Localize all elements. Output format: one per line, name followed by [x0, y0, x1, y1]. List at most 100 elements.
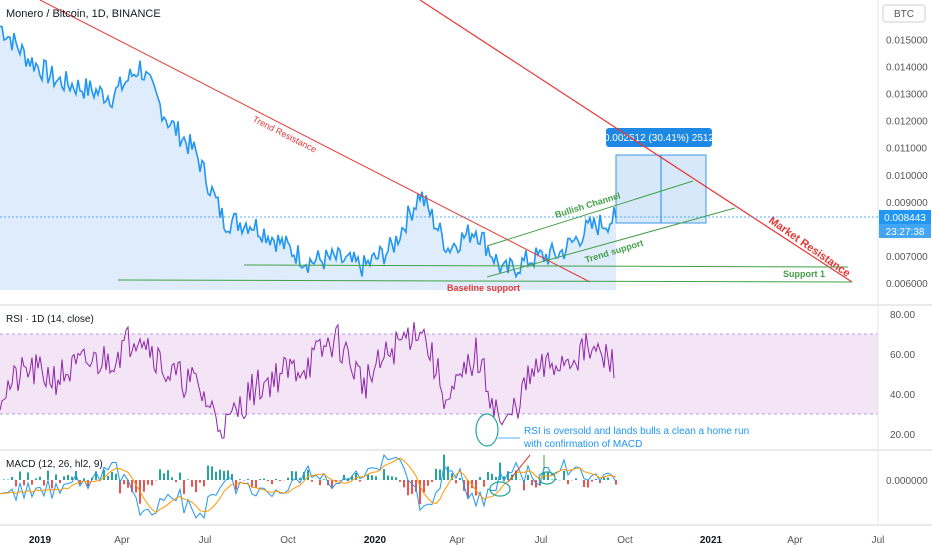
time-axis-tick-label: Apr — [114, 535, 130, 546]
macd-histogram-bar — [87, 480, 89, 487]
support-1-line[interactable] — [243, 264, 849, 268]
support-1-label: Support 1 — [783, 269, 825, 279]
time-axis-tick-label: 2019 — [29, 535, 52, 546]
macd-histogram-bar — [219, 469, 221, 480]
macd-histogram-bar — [467, 480, 469, 499]
macd-histogram-bar — [119, 480, 121, 494]
price-axis-tick-label: 0.009000 — [886, 198, 928, 209]
macd-histogram-bar — [507, 471, 509, 480]
macd-histogram-bar — [251, 480, 253, 487]
macd-histogram-bar — [107, 475, 109, 480]
macd-histogram-bar — [295, 471, 297, 480]
macd-histogram-bar — [503, 476, 505, 480]
countdown-label: 23:27:38 — [886, 227, 925, 238]
macd-histogram-bar — [291, 471, 293, 480]
rsi-axis-tick-label: 20.00 — [890, 430, 915, 441]
price-series-line[interactable] — [0, 25, 617, 279]
rsi-series-line[interactable] — [0, 321, 615, 439]
macd-histogram-bar — [355, 473, 357, 480]
price-axis: 0.015000 0.014000 0.013000 0.012000 0.011000… — [886, 36, 928, 291]
price-area-fill — [0, 26, 616, 290]
macd-histogram-bar — [263, 478, 265, 480]
macd-histogram-bar — [451, 473, 453, 480]
macd-histogram-bar — [199, 480, 201, 483]
bullish-channel-label: Bullish Channel — [554, 190, 622, 219]
macd-histogram-bar — [95, 471, 97, 480]
macd-histogram-bar — [207, 465, 209, 480]
macd-histogram-bar — [171, 477, 173, 480]
rsi-axis: 80.00 60.00 40.00 20.00 — [890, 310, 915, 441]
time-axis-tick-label: Oct — [280, 535, 296, 546]
trend-resistance-line[interactable] — [39, 0, 591, 283]
macd-histogram-bar — [27, 472, 29, 480]
macd-histogram-bar — [351, 475, 353, 480]
rsi-axis-tick-label: 60.00 — [890, 350, 915, 361]
macd-histogram-bar — [595, 478, 597, 480]
macd-histogram-bar — [403, 480, 405, 488]
macd-histogram-bar — [191, 480, 193, 487]
currency-badge[interactable] — [882, 4, 926, 23]
macd-histogram-bar — [455, 480, 457, 484]
macd-histogram-bar — [435, 468, 437, 480]
macd-histogram-bar — [55, 474, 57, 480]
macd-histogram-bar — [447, 466, 449, 480]
macd-red-pointer — [507, 454, 531, 483]
macd-histogram-bar — [147, 480, 149, 485]
macd-histogram-bar — [63, 476, 65, 480]
macd-histogram-bar — [399, 480, 401, 482]
macd-histogram-bar — [603, 477, 605, 480]
macd-histogram-bar — [159, 469, 161, 480]
rsi-oversold-circle[interactable] — [475, 413, 499, 447]
macd-histogram-bar — [615, 480, 617, 485]
macd-histogram-bar — [423, 480, 425, 493]
time-axis-tick-label: 2020 — [364, 535, 387, 546]
macd-histogram-bar — [391, 476, 393, 480]
macd-histogram-bar — [303, 472, 305, 480]
macd-histogram-bar — [347, 478, 349, 480]
macd-histogram-bar — [307, 469, 309, 480]
macd-line[interactable] — [0, 453, 617, 520]
macd-histogram-bar — [339, 480, 341, 481]
macd-histogram-bar — [383, 469, 385, 480]
macd-histogram-bar — [135, 480, 137, 493]
bullish-channel-upper-line[interactable] — [486, 180, 694, 247]
macd-histogram-bar — [479, 477, 481, 480]
rsi-annotation-line1: RSI is oversold and lands bulls a clean … — [524, 426, 749, 437]
macd-cross-circle-2[interactable] — [538, 471, 556, 485]
time-axis-tick-label: Apr — [787, 535, 803, 546]
macd-histogram-bar — [515, 470, 517, 480]
macd-histogram-bar — [483, 480, 485, 487]
macd-histogram-bar — [387, 475, 389, 480]
time-axis-tick-label: 2021 — [700, 535, 723, 546]
price-axis-tick-label: 0.014000 — [886, 63, 928, 74]
macd-histogram-bar — [19, 471, 21, 480]
macd-histogram-bar — [247, 478, 249, 480]
macd-histogram-bar — [127, 480, 129, 488]
market-resistance-line[interactable] — [419, 0, 853, 283]
chart-title: Monero / Bitcoin, 1D, BINANCE — [6, 8, 161, 20]
macd-histogram-bar — [431, 480, 433, 482]
macd-histogram-bar — [375, 476, 377, 480]
macd-histogram-bar — [407, 480, 409, 496]
rsi-annotation-line2: with confirmation of MACD — [523, 439, 642, 450]
baseline-support-line[interactable] — [117, 279, 853, 283]
macd-histogram-bar — [415, 480, 417, 492]
time-axis-tick-label: Oct — [617, 535, 633, 546]
macd-histogram-bar — [495, 476, 497, 480]
macd-histogram-bar — [71, 476, 73, 480]
macd-histogram-bar — [39, 476, 41, 480]
macd-histogram-bar — [35, 478, 37, 480]
price-axis-tick-label: 0.007000 — [886, 252, 928, 263]
macd-histogram-bar — [175, 480, 177, 483]
macd-histogram-bar — [115, 473, 117, 480]
baseline-support-label: Baseline support — [447, 283, 520, 293]
macd-histogram-bar — [187, 479, 189, 480]
macd-histogram-bar — [243, 480, 245, 481]
macd-histogram-bar — [583, 480, 585, 487]
time-axis: 2019 Apr Jul Oct 2020 Apr Jul Oct 2021 Apr Jul — [29, 535, 885, 546]
macd-histogram-bar — [439, 469, 441, 480]
time-axis-tick-label: Jul — [872, 535, 885, 546]
macd-cross-circle-1[interactable] — [489, 481, 511, 497]
macd-histogram-bar — [7, 479, 9, 480]
